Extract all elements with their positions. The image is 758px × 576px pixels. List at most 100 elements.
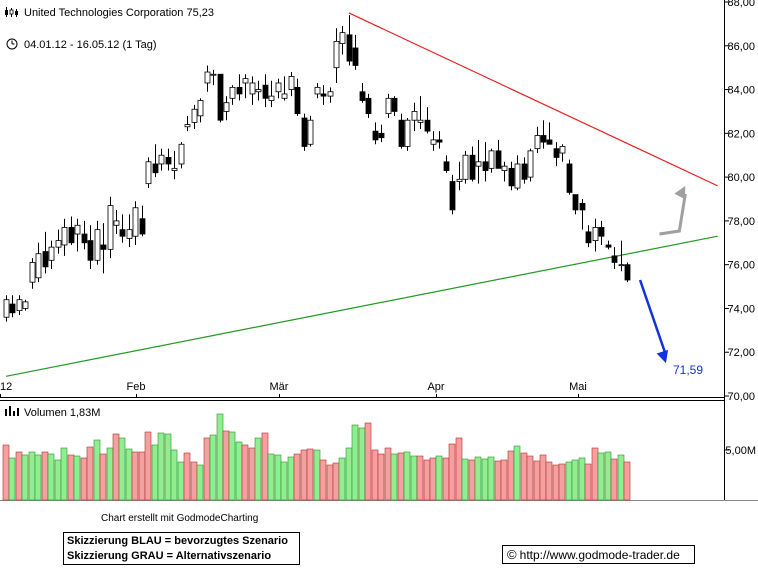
candle: [482, 142, 489, 182]
candle: [126, 214, 133, 248]
candle: [301, 113, 308, 151]
target-label: 71,59: [673, 363, 703, 377]
candle-body-down: [436, 139, 443, 143]
candle: [249, 76, 256, 105]
candle: [411, 102, 418, 132]
created-with-text: Chart erstellt mit GodmodeCharting: [101, 513, 258, 524]
candle-body-up: [107, 205, 114, 250]
volume-bar: [403, 451, 411, 501]
candle: [521, 157, 528, 184]
candle: [385, 93, 392, 119]
date-axis: 12 Feb Mär Apr Mai: [0, 381, 587, 397]
candle: [456, 161, 463, 191]
candle: [618, 240, 625, 272]
volume-bar: [487, 456, 495, 501]
volume-bar: [423, 459, 431, 501]
volume-bar: [8, 457, 16, 501]
candle: [327, 87, 334, 103]
candle: [605, 240, 612, 250]
credit-url[interactable]: http://www.godmode-trader.de: [519, 548, 680, 562]
scenario-arrows: [638, 185, 687, 364]
candle-body-up: [559, 146, 566, 154]
candle: [359, 82, 366, 103]
candle: [592, 218, 599, 252]
volume-bar: [578, 457, 586, 501]
candle: [145, 157, 152, 189]
volume-bar: [99, 453, 107, 501]
candle: [113, 209, 120, 235]
candle-body-down: [572, 194, 579, 211]
candle-body-down: [9, 303, 16, 314]
candle-body-up: [61, 227, 68, 246]
candle-body-up: [404, 119, 411, 147]
candle-body-down: [443, 161, 450, 171]
candle-body-up: [534, 135, 541, 150]
candle-body-down: [611, 255, 618, 263]
candle: [22, 299, 29, 311]
candle-body-up: [333, 41, 340, 69]
volume-bar: [222, 430, 230, 501]
candle: [475, 139, 482, 184]
volume-bar: [597, 452, 605, 501]
candle: [229, 85, 236, 105]
volume-bar: [157, 432, 165, 501]
price-tick-label: 72,00: [727, 347, 755, 359]
volume-bar: [80, 457, 88, 501]
candle: [508, 161, 515, 191]
volume-bar: [138, 451, 146, 501]
candle-body-up: [223, 102, 230, 112]
resistance-trendline: [348, 12, 718, 187]
candle: [217, 73, 224, 123]
candle-body-down: [540, 135, 547, 143]
candle: [391, 96, 398, 116]
date-tick-label: Feb: [127, 381, 146, 393]
volume-bar: [442, 457, 450, 501]
candle-body-down: [449, 181, 456, 211]
candles: [3, 15, 631, 322]
volume-label: Volumen 1,83M: [24, 407, 100, 419]
candle: [191, 104, 198, 129]
volume-bar: [41, 451, 49, 501]
candle-body-up: [158, 154, 165, 165]
volume-bar: [106, 447, 114, 501]
candle-body-down: [139, 218, 146, 235]
candle-body-down: [579, 202, 586, 211]
candle-body-up: [184, 124, 191, 128]
candle: [585, 225, 592, 248]
candle: [42, 231, 49, 274]
candle-body-up: [29, 262, 36, 283]
volume-bar: [326, 464, 334, 501]
candle-body-up: [35, 253, 42, 279]
volume-bar: [526, 455, 534, 501]
candle: [119, 214, 126, 243]
candle: [94, 220, 101, 265]
legend-grey-text: Skizzierung GRAU = Alternativszenario: [67, 550, 272, 562]
candle-body-up: [592, 227, 599, 241]
candle: [566, 159, 573, 195]
candle-body-up: [210, 73, 217, 76]
candle: [35, 242, 42, 283]
candle: [29, 258, 36, 289]
candle-body-down: [398, 119, 405, 147]
candle-body-up: [191, 108, 198, 123]
volume-bar: [448, 443, 456, 501]
candle-icon: [5, 7, 18, 17]
candle-body-down: [42, 251, 49, 268]
candle: [87, 225, 94, 270]
volume-bar: [533, 460, 541, 501]
volume-bar: [112, 433, 120, 501]
volume-bar: [500, 459, 508, 501]
volume-bar: [73, 455, 81, 501]
candle: [449, 174, 456, 215]
candle: [275, 78, 282, 99]
candle-body-up: [197, 100, 204, 117]
volume-bar: [539, 454, 547, 501]
volume-bar: [338, 457, 346, 501]
candle: [74, 218, 81, 252]
volume-bar: [15, 451, 23, 501]
candle: [242, 74, 249, 99]
copyright-icon: ©: [507, 547, 517, 562]
volume-bar: [520, 452, 528, 501]
candle-body-up: [456, 178, 463, 182]
